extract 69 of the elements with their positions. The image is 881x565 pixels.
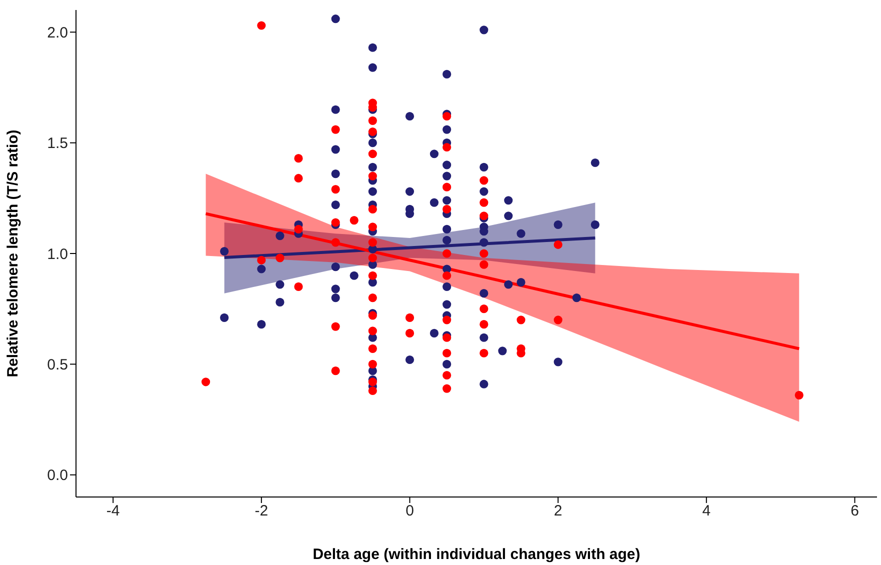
point — [368, 204, 377, 214]
point — [368, 116, 377, 125]
point — [442, 204, 452, 214]
x-tick-label: -4 — [106, 502, 120, 520]
y-tick-label: 1.0 — [47, 246, 68, 263]
point — [480, 320, 488, 329]
point — [368, 254, 377, 262]
point — [294, 174, 303, 183]
point — [368, 378, 377, 386]
y-axis-title: Relative telomere length (T/S ratio) — [4, 130, 22, 378]
point — [794, 390, 804, 400]
point — [350, 216, 358, 225]
point — [554, 240, 562, 249]
point — [331, 322, 340, 331]
point — [442, 316, 452, 324]
point — [368, 271, 377, 280]
point — [405, 313, 414, 322]
y-tick-label: 0.5 — [47, 356, 68, 374]
y-tick-label: 2.0 — [47, 24, 68, 42]
x-tick-label: 4 — [702, 502, 711, 520]
point — [442, 249, 452, 258]
point — [368, 127, 377, 136]
point — [368, 150, 377, 158]
point — [442, 384, 452, 393]
point — [331, 185, 340, 194]
point — [442, 142, 452, 152]
point — [257, 256, 266, 264]
point — [331, 366, 340, 376]
x-tick-label: 2 — [554, 502, 562, 520]
point — [442, 348, 452, 358]
point — [480, 198, 488, 207]
point — [201, 378, 210, 386]
point — [442, 182, 452, 192]
point — [480, 176, 488, 185]
point — [368, 386, 377, 396]
x-tick-label: 0 — [406, 502, 414, 520]
line-series — [222, 236, 597, 259]
point — [331, 238, 340, 247]
point — [294, 154, 303, 163]
point — [480, 249, 488, 258]
point — [294, 282, 303, 292]
point — [368, 222, 377, 232]
point — [442, 112, 452, 121]
point — [368, 344, 377, 353]
point — [368, 172, 377, 180]
point — [480, 348, 488, 358]
x-axis-title: Delta age (within individual changes with age) — [312, 546, 640, 563]
point — [368, 293, 377, 302]
point — [331, 218, 340, 227]
point — [442, 271, 452, 280]
point — [480, 304, 488, 314]
point — [368, 311, 377, 320]
y-tick-label: 1.5 — [47, 135, 68, 152]
y-tick-label: 0.0 — [47, 467, 68, 484]
x-tick-label: 6 — [850, 502, 859, 520]
point — [294, 224, 303, 234]
point — [368, 360, 377, 368]
point — [516, 316, 526, 324]
point — [480, 260, 488, 269]
point — [368, 238, 377, 247]
x-tick-label: -2 — [254, 502, 268, 520]
point — [257, 21, 266, 30]
point — [331, 125, 340, 134]
point — [276, 254, 284, 262]
point — [405, 328, 414, 338]
point — [554, 316, 562, 324]
point — [368, 326, 377, 336]
line-series — [204, 212, 801, 350]
point — [442, 370, 452, 380]
